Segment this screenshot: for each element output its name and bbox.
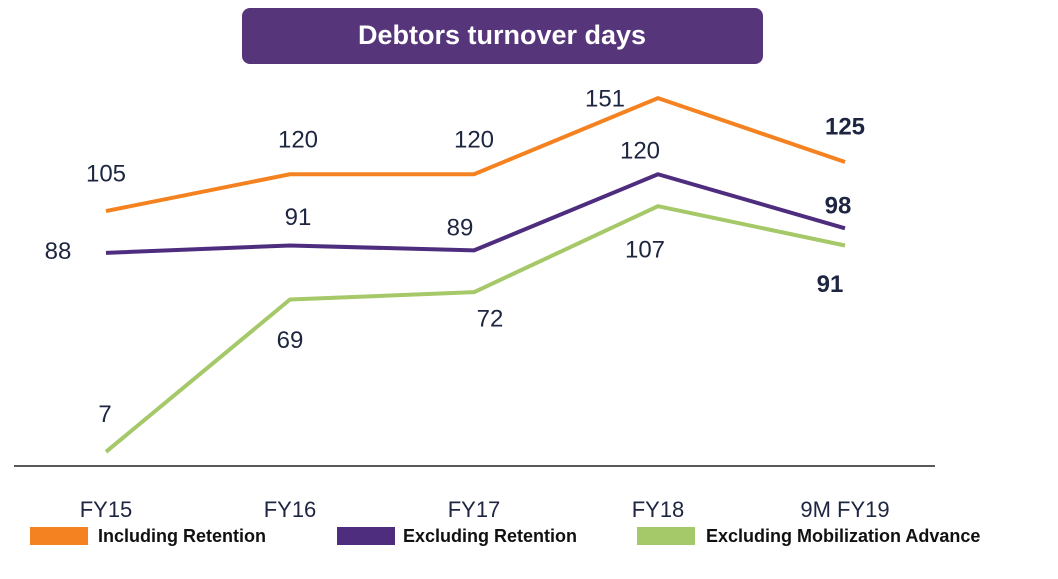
- series-line: [105, 96, 846, 214]
- data-label: 120: [620, 138, 660, 165]
- legend-label: Including Retention: [98, 526, 266, 546]
- series-line: [105, 172, 846, 255]
- data-label: 120: [454, 127, 494, 154]
- legend-swatch: [637, 527, 695, 545]
- chart-title: Debtors turnover days: [358, 20, 646, 50]
- data-label: 98: [825, 193, 852, 220]
- data-label: 88: [45, 238, 72, 265]
- data-label: 125: [825, 113, 865, 140]
- legend-swatch: [337, 527, 395, 545]
- x-tick-label: 9M FY19: [800, 497, 889, 522]
- data-label: 107: [625, 237, 665, 264]
- x-tick-label: FY18: [632, 497, 685, 522]
- x-tick-label: FY16: [264, 497, 317, 522]
- title-box: [242, 8, 763, 64]
- data-label: 72: [477, 305, 504, 332]
- data-label: 151: [585, 85, 625, 112]
- legend-label: Excluding Mobilization Advance: [706, 526, 980, 546]
- data-label: 91: [285, 204, 312, 231]
- data-label: 91: [817, 271, 844, 298]
- x-tick-label: FY15: [80, 497, 133, 522]
- data-label: 69: [277, 327, 304, 354]
- data-label: 105: [86, 160, 126, 187]
- legend-label: Excluding Retention: [403, 526, 577, 546]
- data-label: 89: [447, 215, 474, 242]
- data-label: 120: [278, 127, 318, 154]
- data-label: 7: [98, 401, 111, 428]
- series-line: [104, 204, 846, 454]
- x-tick-label: FY17: [448, 497, 501, 522]
- legend-swatch: [30, 527, 88, 545]
